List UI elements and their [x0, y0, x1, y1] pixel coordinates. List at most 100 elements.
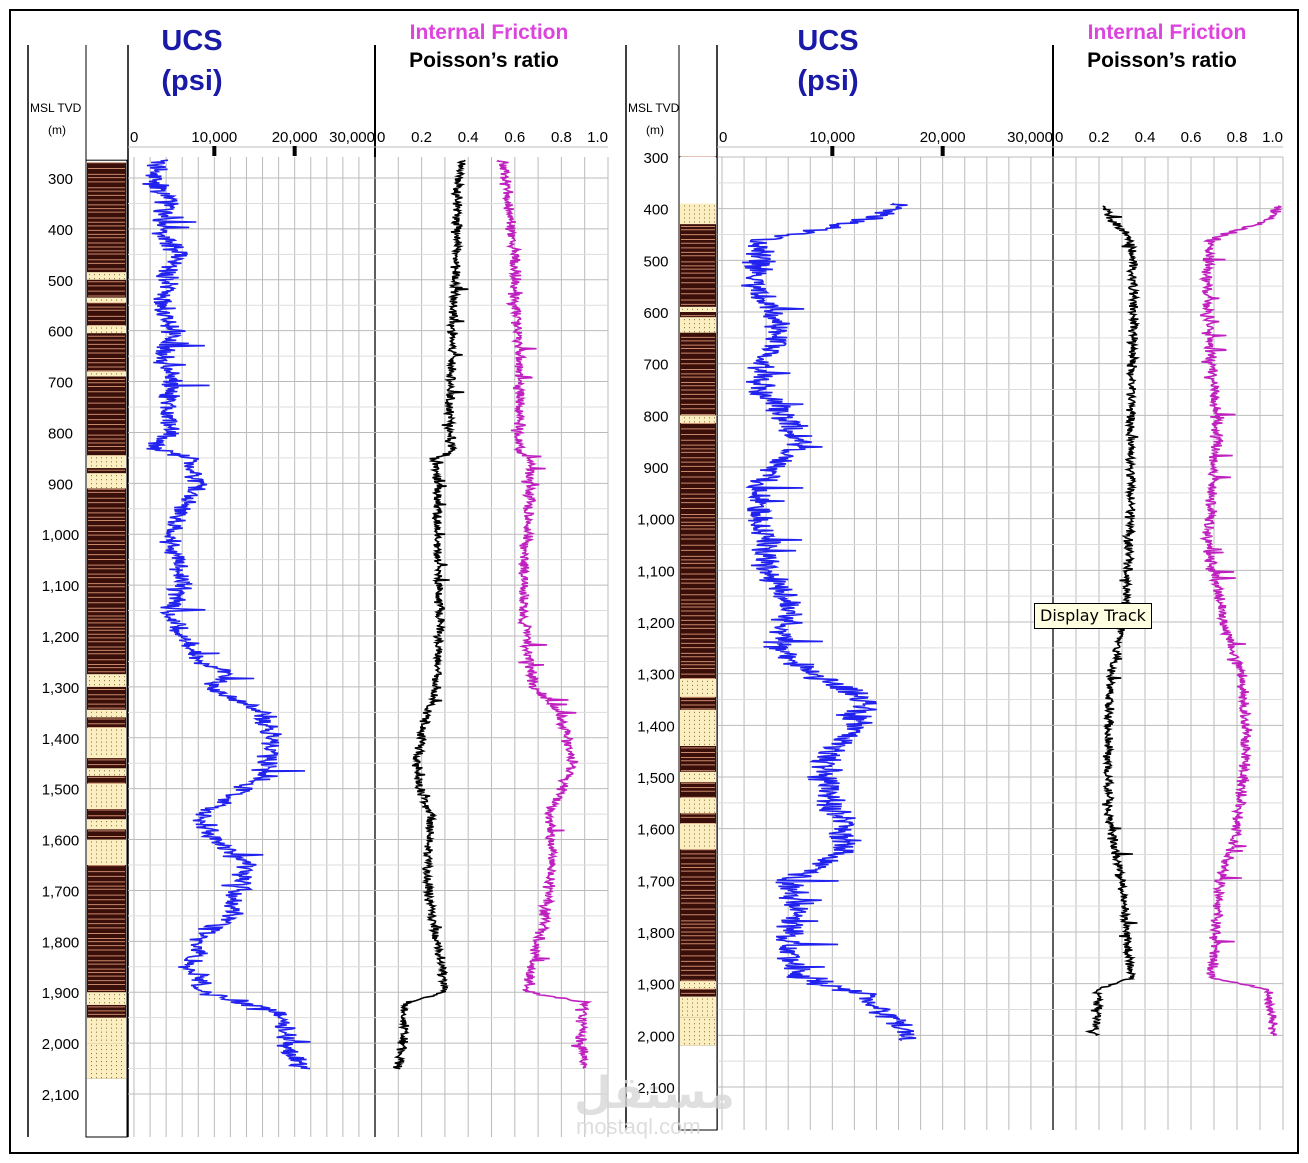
sand-dot — [684, 1039, 685, 1041]
sand-dot — [684, 803, 685, 805]
sand-dot — [689, 421, 690, 423]
sand-dot — [704, 983, 705, 985]
sand-dot — [114, 684, 115, 686]
sand-bed — [87, 1017, 126, 1044]
sand-dot — [689, 731, 690, 733]
sand-dot — [91, 753, 92, 755]
sand-dot — [702, 684, 703, 686]
sand-dot — [91, 821, 92, 823]
sand-dot — [689, 825, 690, 827]
sand-dot — [689, 983, 690, 985]
sand-dot — [119, 680, 120, 682]
sand-dot — [99, 770, 100, 772]
sand-dot — [699, 807, 700, 809]
sand-dot — [116, 733, 117, 735]
sand-dot — [106, 483, 107, 485]
sand-dot — [91, 711, 92, 713]
sand-dot — [697, 1010, 698, 1012]
sand-dot — [714, 711, 715, 713]
sand-dot — [689, 1035, 690, 1037]
sand-dot — [694, 323, 695, 325]
sand-dot — [116, 299, 117, 301]
sand-dot — [709, 331, 710, 333]
sand-dot — [694, 1031, 695, 1033]
sand-dot — [94, 680, 95, 682]
sand-dot — [106, 1053, 107, 1055]
sand-dot — [689, 837, 690, 839]
sand-dot — [116, 1045, 117, 1047]
sand-dot — [96, 1065, 97, 1067]
sand-dot — [714, 331, 715, 333]
sand-dot — [104, 998, 105, 1000]
depth-tick-label: 600 — [48, 324, 73, 341]
sand-dot — [694, 331, 695, 333]
sand-dot — [116, 821, 117, 823]
sand-dot — [684, 417, 685, 419]
sand-dot — [704, 327, 705, 329]
sand-dot — [116, 741, 117, 743]
depth-tick-label: 1,300 — [637, 667, 675, 684]
sand-dot — [116, 749, 117, 751]
sand-dot — [119, 1002, 120, 1004]
sand-dot — [114, 1002, 115, 1004]
sand-dot — [689, 845, 690, 847]
sand-dot — [91, 745, 92, 747]
sand-dot — [99, 774, 100, 776]
sand-dot — [101, 1019, 102, 1021]
sand-dot — [111, 331, 112, 333]
sand-dot — [684, 845, 685, 847]
sand-dot — [694, 327, 695, 329]
sand-dot — [712, 1006, 713, 1008]
sand-dot — [96, 1035, 97, 1037]
sand-dot — [704, 205, 705, 207]
sand-dot — [114, 998, 115, 1000]
sand-dot — [116, 373, 117, 375]
poisson-tick-label: 0.2 — [1089, 129, 1110, 146]
sand-dot — [96, 729, 97, 731]
sand-dot — [707, 680, 708, 682]
sand-dot — [709, 213, 710, 215]
sand-dot — [101, 801, 102, 803]
sand-dot — [91, 1065, 92, 1067]
sand-dot — [116, 475, 117, 477]
sand-dot — [707, 308, 708, 310]
sand-dot — [91, 373, 92, 375]
sand-dot — [702, 1010, 703, 1012]
sand-dot — [121, 461, 122, 463]
sand-dot — [96, 825, 97, 827]
sand-dot — [121, 845, 122, 847]
sand-dot — [91, 1023, 92, 1025]
sand-bed — [87, 1043, 126, 1079]
sand-dot — [694, 1039, 695, 1041]
sand-dot — [91, 845, 92, 847]
sand-dot — [101, 857, 102, 859]
sand-dot — [116, 1023, 117, 1025]
sand-dot — [116, 849, 117, 851]
sand-dot — [101, 711, 102, 713]
sand-dot — [689, 1039, 690, 1041]
sand-dot — [116, 715, 117, 717]
sand-dot — [101, 821, 102, 823]
sand-dot — [91, 461, 92, 463]
sand-dot — [697, 308, 698, 310]
sand-dot — [709, 825, 710, 827]
depth-tick-label: 400 — [643, 202, 668, 219]
sand-dot — [106, 805, 107, 807]
sand-dot — [106, 1027, 107, 1029]
sand-dot — [121, 825, 122, 827]
sand-dot — [111, 1077, 112, 1079]
sand-dot — [682, 1014, 683, 1016]
poissons-ratio-title: Poisson’s ratio — [1087, 49, 1237, 72]
sand-dot — [101, 785, 102, 787]
sand-dot — [101, 461, 102, 463]
sand-dot — [101, 1073, 102, 1075]
sand-dot — [121, 1069, 122, 1071]
sand-dot — [121, 821, 122, 823]
sand-dot — [111, 1073, 112, 1075]
sand-dot — [109, 680, 110, 682]
sand-dot — [699, 845, 700, 847]
sand-dot — [104, 278, 105, 280]
sand-dot — [124, 998, 125, 1000]
sand-dot — [697, 1006, 698, 1008]
sand-dot — [114, 676, 115, 678]
